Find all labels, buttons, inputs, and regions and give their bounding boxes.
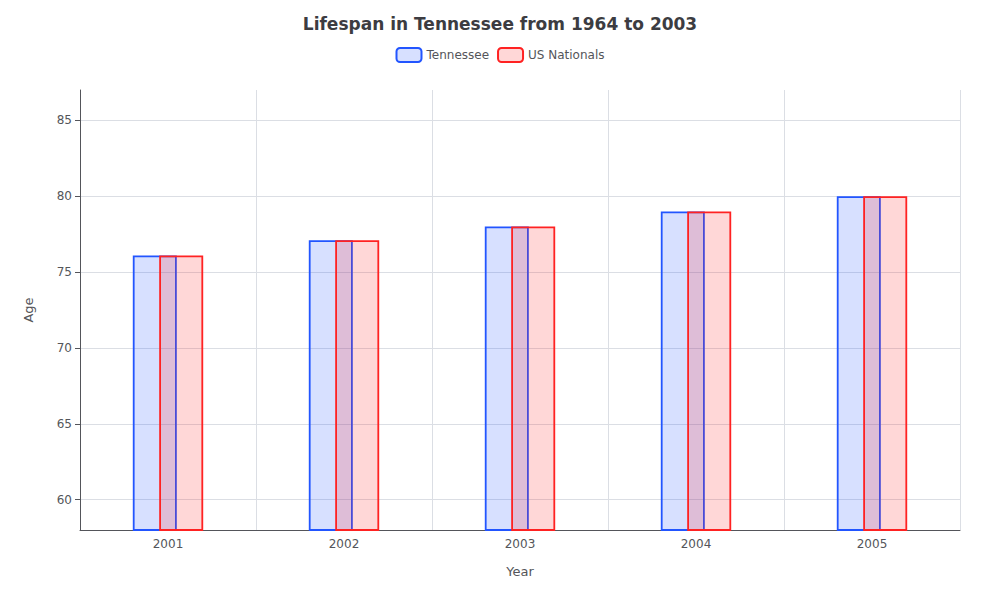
svg-text:Tennessee: Tennessee — [425, 48, 489, 62]
svg-text:US Nationals: US Nationals — [528, 48, 604, 62]
svg-text:2002: 2002 — [329, 537, 360, 551]
svg-text:2003: 2003 — [505, 537, 536, 551]
svg-text:70: 70 — [57, 341, 72, 355]
svg-text:2001: 2001 — [153, 537, 184, 551]
svg-text:2005: 2005 — [857, 537, 888, 551]
svg-text:85: 85 — [57, 113, 72, 127]
svg-text:Lifespan in Tennessee from 196: Lifespan in Tennessee from 1964 to 2003 — [303, 14, 697, 34]
svg-text:Age: Age — [21, 297, 36, 322]
svg-text:80: 80 — [57, 189, 72, 203]
svg-text:65: 65 — [57, 417, 72, 431]
svg-text:2004: 2004 — [681, 537, 712, 551]
svg-text:60: 60 — [57, 493, 72, 507]
svg-text:75: 75 — [57, 265, 72, 279]
svg-text:Year: Year — [505, 564, 534, 579]
